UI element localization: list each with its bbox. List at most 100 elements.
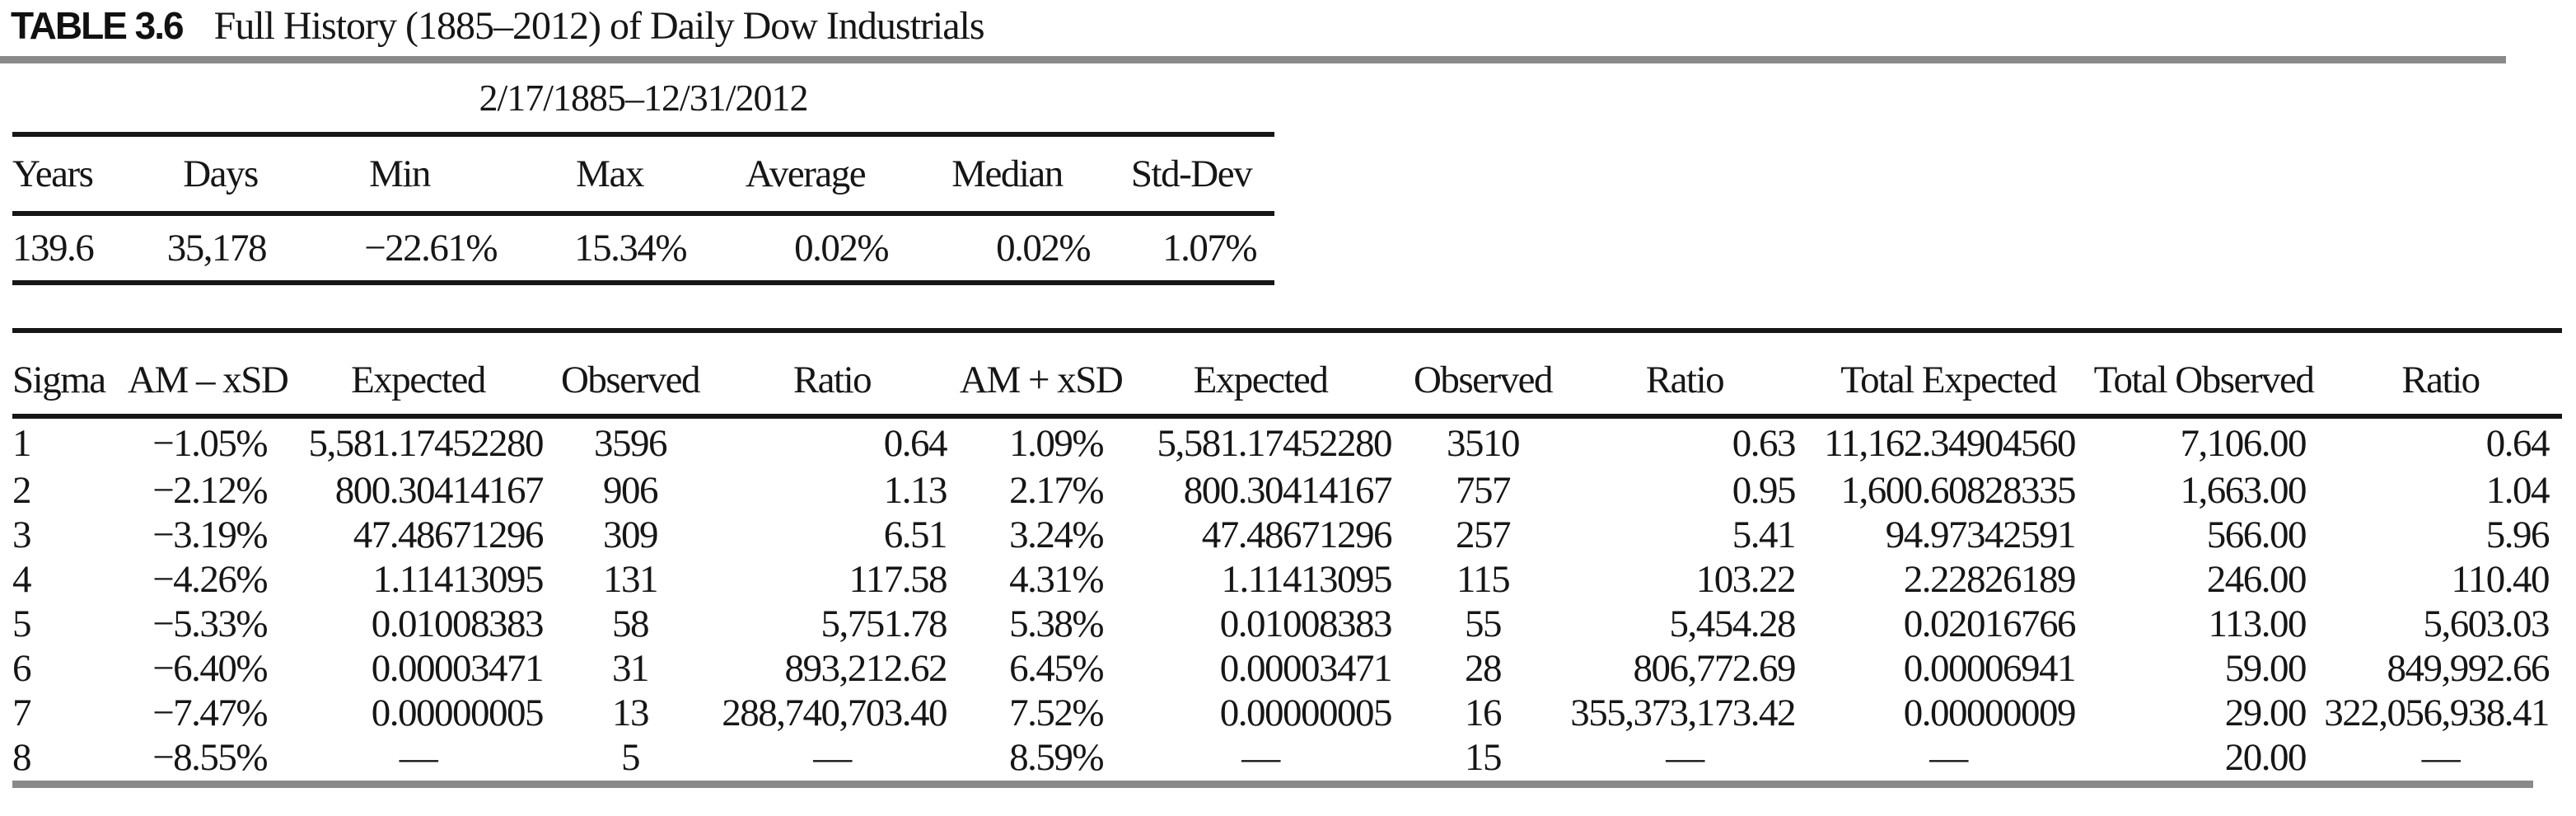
sigma-table-cell: 1.04 [2485,469,2550,512]
sigma-table-cell: 893,212.62 [784,647,948,690]
sigma-table-cell: — [813,736,852,779]
sigma-table-cell: 1.13 [883,469,948,512]
sigma-table-cell: 5,454.28 [1669,603,1797,645]
col-observed-down: Observed [556,331,704,419]
summary-value-average: 0.02% [794,227,889,270]
sigma-table-cell: −7.47% [152,692,268,734]
col-total-observed: Total Observed [2088,331,2319,419]
sigma-table-cell: 6.51 [883,514,948,556]
col-ratio-down: Ratio [704,331,960,419]
sigma-table-cell: 257 [1456,514,1512,556]
sigma-table-cell: 322,056,938.41 [2324,692,2550,734]
sigma-table-cell: 16 [1465,692,1503,734]
sigma-table-cell: 5.38% [1009,603,1104,645]
summary-value-stddev: 1.07% [1162,227,1257,270]
sigma-table-cell: 800.30414167 [1183,469,1393,512]
summary-col-stddev: Std-Dev [1108,134,1274,216]
summary-header-row: Years Days Min Max Average Median Std-De… [12,134,1274,216]
table-title: Full History (1885–2012) of Daily Dow In… [213,4,985,48]
sigma-table-cell: 1.11413095 [372,558,544,601]
sigma-table-cell: 11,162.34904560 [1824,422,2076,465]
sigma-table-cell: 5,581.17452280 [308,422,545,465]
summary-value-years: 139.6 [12,227,95,270]
sigma-table-cell: 1,600.60828335 [1840,469,2077,512]
sigma-table-cell: 6 [12,647,32,690]
sigma-table-cell: 4 [12,558,32,601]
sigma-table-cell: 103.22 [1695,558,1797,601]
sigma-table-cell: 3510 [1447,422,1521,465]
col-total-expected: Total Expected [1808,331,2088,419]
sigma-table-cell: 0.64 [883,422,948,465]
sigma-table-cell: 1,663.00 [2180,469,2307,512]
sigma-table-row: 2 −2.12% 800.30414167 906 1.13 2.17% 800.30414… [12,468,2562,513]
sigma-table-cell: 0.95 [1732,469,1797,512]
sigma-table-cell: 28 [1465,647,1503,690]
sigma-table-cell: 59.00 [2224,647,2307,690]
sigma-table-cell: 29.00 [2224,692,2307,734]
sigma-table-cell: 0.01008383 [371,603,545,645]
sigma-table-cell: 115 [1456,558,1511,601]
sigma-table-cell: 355,373,173.42 [1570,692,1796,734]
summary-value-row: 139.6 35,178 −22.61% 15.34% 0.02% 0.02% … [12,213,1274,283]
sigma-table-cell: 0.63 [1732,422,1797,465]
sigma-table-cell: 5 [621,736,641,779]
sigma-table-cell: 4.31% [1009,558,1104,601]
summary-col-days: Days [157,134,284,216]
sigma-table-cell: 3596 [594,422,668,465]
sigma-table-cell: 2.22826189 [1903,558,2077,601]
sigma-table-row: 8 −8.55% — 5 — 8.59% — 15 — — 20.00 — [12,735,2562,780]
sigma-table: Sigma AM – xSD Expected Observed Ratio A… [12,328,2562,780]
sigma-table-cell: 7,106.00 [2180,422,2307,465]
sigma-table-cell: 3.24% [1009,514,1104,556]
sigma-table-cell: 3 [12,514,32,556]
sigma-table-cell: 5,751.78 [820,603,948,645]
summary-col-min: Min [284,134,515,216]
sigma-table-cell: — [1929,736,1968,779]
sigma-table-cell: — [399,736,438,779]
sigma-table-row: 7 −7.47% 0.00000005 13 288,740,703.40 7.52% 0.… [12,691,2562,735]
sigma-table-cell: −6.40% [152,647,268,690]
sigma-table-cell: 20.00 [2224,736,2307,779]
date-range: 2/17/1885–12/31/2012 [479,77,808,119]
sigma-table-cell: 0.00003471 [1219,647,1393,690]
col-am-plus-xsd: AM + xSD [960,331,1124,419]
sigma-table-cell: 849,992.66 [2387,647,2550,690]
sigma-table-cell: −8.55% [152,736,268,779]
sigma-table-cell: 757 [1456,469,1512,512]
sigma-table-cell: — [2421,736,2461,779]
col-am-minus-xsd: AM – xSD [128,331,289,419]
sigma-table-cell: 117.58 [849,558,947,601]
sigma-table-row: 3 −3.19% 47.48671296 309 6.51 3.24% 47.4867129… [12,513,2562,557]
bottom-rule [12,781,2533,788]
sigma-table-cell: 55 [1465,603,1503,645]
summary-table: Years Days Min Max Average Median Std-De… [12,132,1274,285]
table-number: TABLE 3.6 [11,4,185,47]
sigma-table-cell: 94.97342591 [1885,514,2077,556]
sigma-table-cell: 6.45% [1009,647,1104,690]
sigma-table-row: 6 −6.40% 0.00003471 31 893,212.62 6.45% 0.0000… [12,646,2562,691]
sigma-header-row: Sigma AM – xSD Expected Observed Ratio A… [12,331,2562,419]
sigma-table-cell: 110.40 [2451,558,2550,601]
sigma-table-cell: 5,581.17452280 [1157,422,1393,465]
col-sigma: Sigma [12,331,128,419]
sigma-table-cell: 0.00000005 [1219,692,1393,734]
sigma-table-cell: 246.00 [2206,558,2307,601]
sigma-table-cell: — [1241,736,1280,779]
summary-value-max: 15.34% [574,227,687,270]
summary-col-max: Max [515,134,704,216]
summary-col-average: Average [704,134,906,216]
sigma-table-cell: 131 [603,558,659,601]
col-ratio-total: Ratio [2319,331,2562,419]
col-expected-up: Expected [1116,331,1405,419]
sigma-table-body: 1 −1.05% 5,581.17452280 3596 0.64 1.09% 5,581.… [12,416,2562,780]
summary-col-years: Years [12,134,157,216]
sigma-table-cell: 1.11413095 [1221,558,1392,601]
sigma-table-cell: 0.02016766 [1903,603,2077,645]
sigma-table-cell: 7.52% [1009,692,1104,734]
sigma-table-cell: 7 [12,692,32,734]
sigma-table-cell: 0.00003471 [371,647,545,690]
sigma-table-cell: 5,603.03 [2423,603,2550,645]
sigma-table-cell: 0.64 [2485,422,2550,465]
sigma-table-cell: — [1666,736,1704,779]
